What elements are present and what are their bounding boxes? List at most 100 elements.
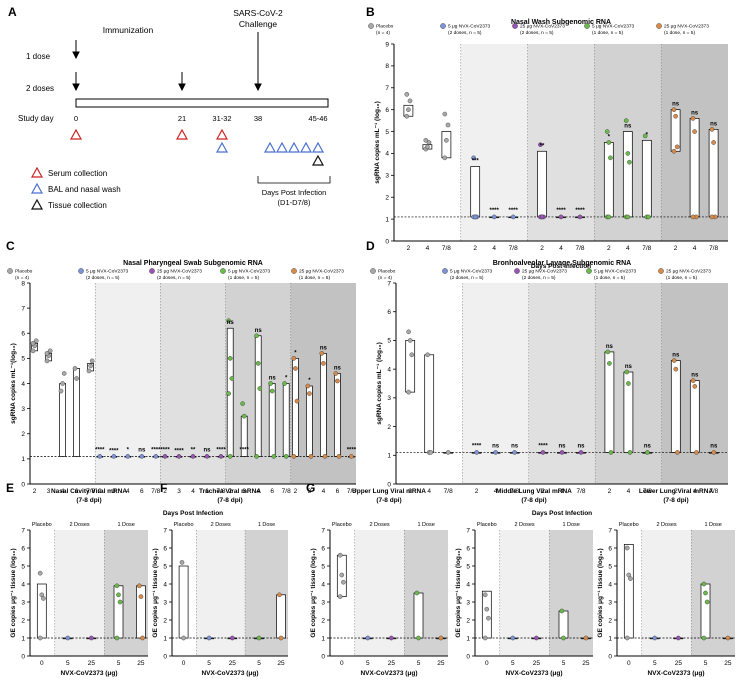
data-point [230,635,235,641]
y-tick-label: 2 [608,617,612,624]
y-tick-label: 3 [21,599,25,606]
data-point [471,155,476,161]
legend-label-line2: (1 dose, n = 5) [228,275,259,281]
data-point [114,635,120,641]
challenge-label-line1: SARS-CoV-2 [233,8,283,18]
significance-label: * [308,378,311,384]
data-point [442,155,448,161]
region-label: 1 Dose [117,522,134,528]
charts-layer: 0 1 2 3 4 5 6 7 8 9 Nasal Wash Subgenomic RNA Days … [10,19,735,683]
data-point [206,635,212,641]
y-tick-label: 5 [608,563,612,570]
data-point [97,454,103,459]
panel-a-legend: Serum collection BAL and nasal wash Tiss… [30,166,121,210]
x-tick-label: 25 [388,660,396,667]
data-point [414,590,420,596]
chart-panel-d: 0 1 2 3 4 5 6 7 Bronhoalveolar Lavage Subgenomic… [376,260,728,517]
x-tick-label: 7/8 [576,488,585,495]
data-point [404,113,410,119]
legend-marker [514,268,520,274]
significance-label: ns [255,328,263,334]
y-tick-label: 4 [21,381,25,388]
significance-label: * [127,447,130,453]
x-tick-label: 5 [117,660,121,667]
data-point [41,596,46,601]
y-axis-label: GE copies μg⁻¹ tissue (log₁₀) [455,548,462,637]
y-axis-label: GE copies μg⁻¹ tissue (log₁₀) [10,548,17,637]
y-axis-label: sgRNA copies mL⁻¹ (log₁₀) [374,101,381,183]
data-point [139,454,145,459]
data-point [47,348,53,354]
data-point [117,599,123,605]
data-point [694,450,699,455]
y-tick-label: 7 [385,85,389,92]
x-tick-label: 6 [140,488,144,495]
x-tick-label: 4 [61,488,65,495]
y-tick-label: 3 [385,173,389,180]
legend-label-line2: (n = 4) [376,30,390,36]
x-tick-label: 25 [724,660,732,667]
y-tick-label: 0 [608,653,612,660]
bar [604,351,615,453]
bar [622,131,633,218]
legend-panel-c: Placebo(n = 4)5 μg NVX-CoV2373(2 doses, … [7,268,344,281]
x-tick-label: 3 [47,488,51,495]
region-label: Placebo [332,522,352,528]
significance-label: **** [160,447,170,453]
data-point [319,351,325,356]
legend-label-line1: 5 μg NVX-CoV2373 [228,269,271,275]
legend-label-line2: (n = 4) [15,275,29,281]
significance-label: * [608,135,611,141]
legend-label-line2: (1 dose, n = 5) [664,30,695,36]
x-tick-label: 2 [228,488,232,495]
data-point [484,606,490,612]
x-tick-label: 5 [66,660,70,667]
significance-label: ns [138,447,146,453]
x-tick-label: 4 [626,245,630,252]
chart-subtitle: (7-8 dpi) [217,497,242,504]
data-point [227,454,233,459]
legend-marker [442,268,448,274]
chart-subtitle: (7-8 dpi) [521,497,546,504]
significance-label: ns [558,443,566,449]
data-point [293,366,298,371]
data-point [605,349,611,355]
significance-label: ns [691,373,699,379]
significance-label: ns [691,110,699,116]
data-point [703,590,708,596]
y-tick-label: 3 [608,599,612,606]
legend-label-line2: (1 dose, n = 5) [594,275,625,281]
chart-title: Middle Lung Viral mRNA [496,488,572,495]
chart-title: Trachea Viral mRNA [199,488,261,495]
y-tick-label: 0 [466,653,470,660]
panel-c-letter: C [6,239,15,253]
data-point [561,635,566,641]
legend-marker [656,23,662,29]
data-point [445,122,451,128]
y-tick-label: 6 [21,545,25,552]
data-point [116,592,121,598]
panel-g-letter: G [306,481,315,495]
data-point [333,371,339,376]
legends-layer: Placebo(n = 4)5 μg NVX-CoV2373(2 doses, … [7,23,711,281]
data-point [409,352,415,358]
x-tick-label: 5 [653,660,657,667]
x-tick-label: 7/8 [86,488,95,495]
immunization-label: Immunization [103,25,154,35]
bar [558,610,569,639]
x-tick-label: 25 [229,660,237,667]
legend-marker [78,268,84,274]
chart-panel-g1: Placebo 2 Doses 1 Dose 0 1 2 3 4 5 6 7 Upper Lung V… [310,488,448,683]
data-point [37,570,43,576]
y-tick-label: 3 [466,599,470,606]
bar [603,142,614,218]
data-point [486,615,491,621]
day-0: 0 [74,114,78,123]
data-point [578,450,584,455]
data-point [425,352,430,358]
x-tick-label: 7/8 [444,488,453,495]
x-tick-label: 5 [257,660,261,667]
legend-marker [584,23,590,29]
bar [282,383,290,457]
x-tick-label: 5 [417,660,421,667]
